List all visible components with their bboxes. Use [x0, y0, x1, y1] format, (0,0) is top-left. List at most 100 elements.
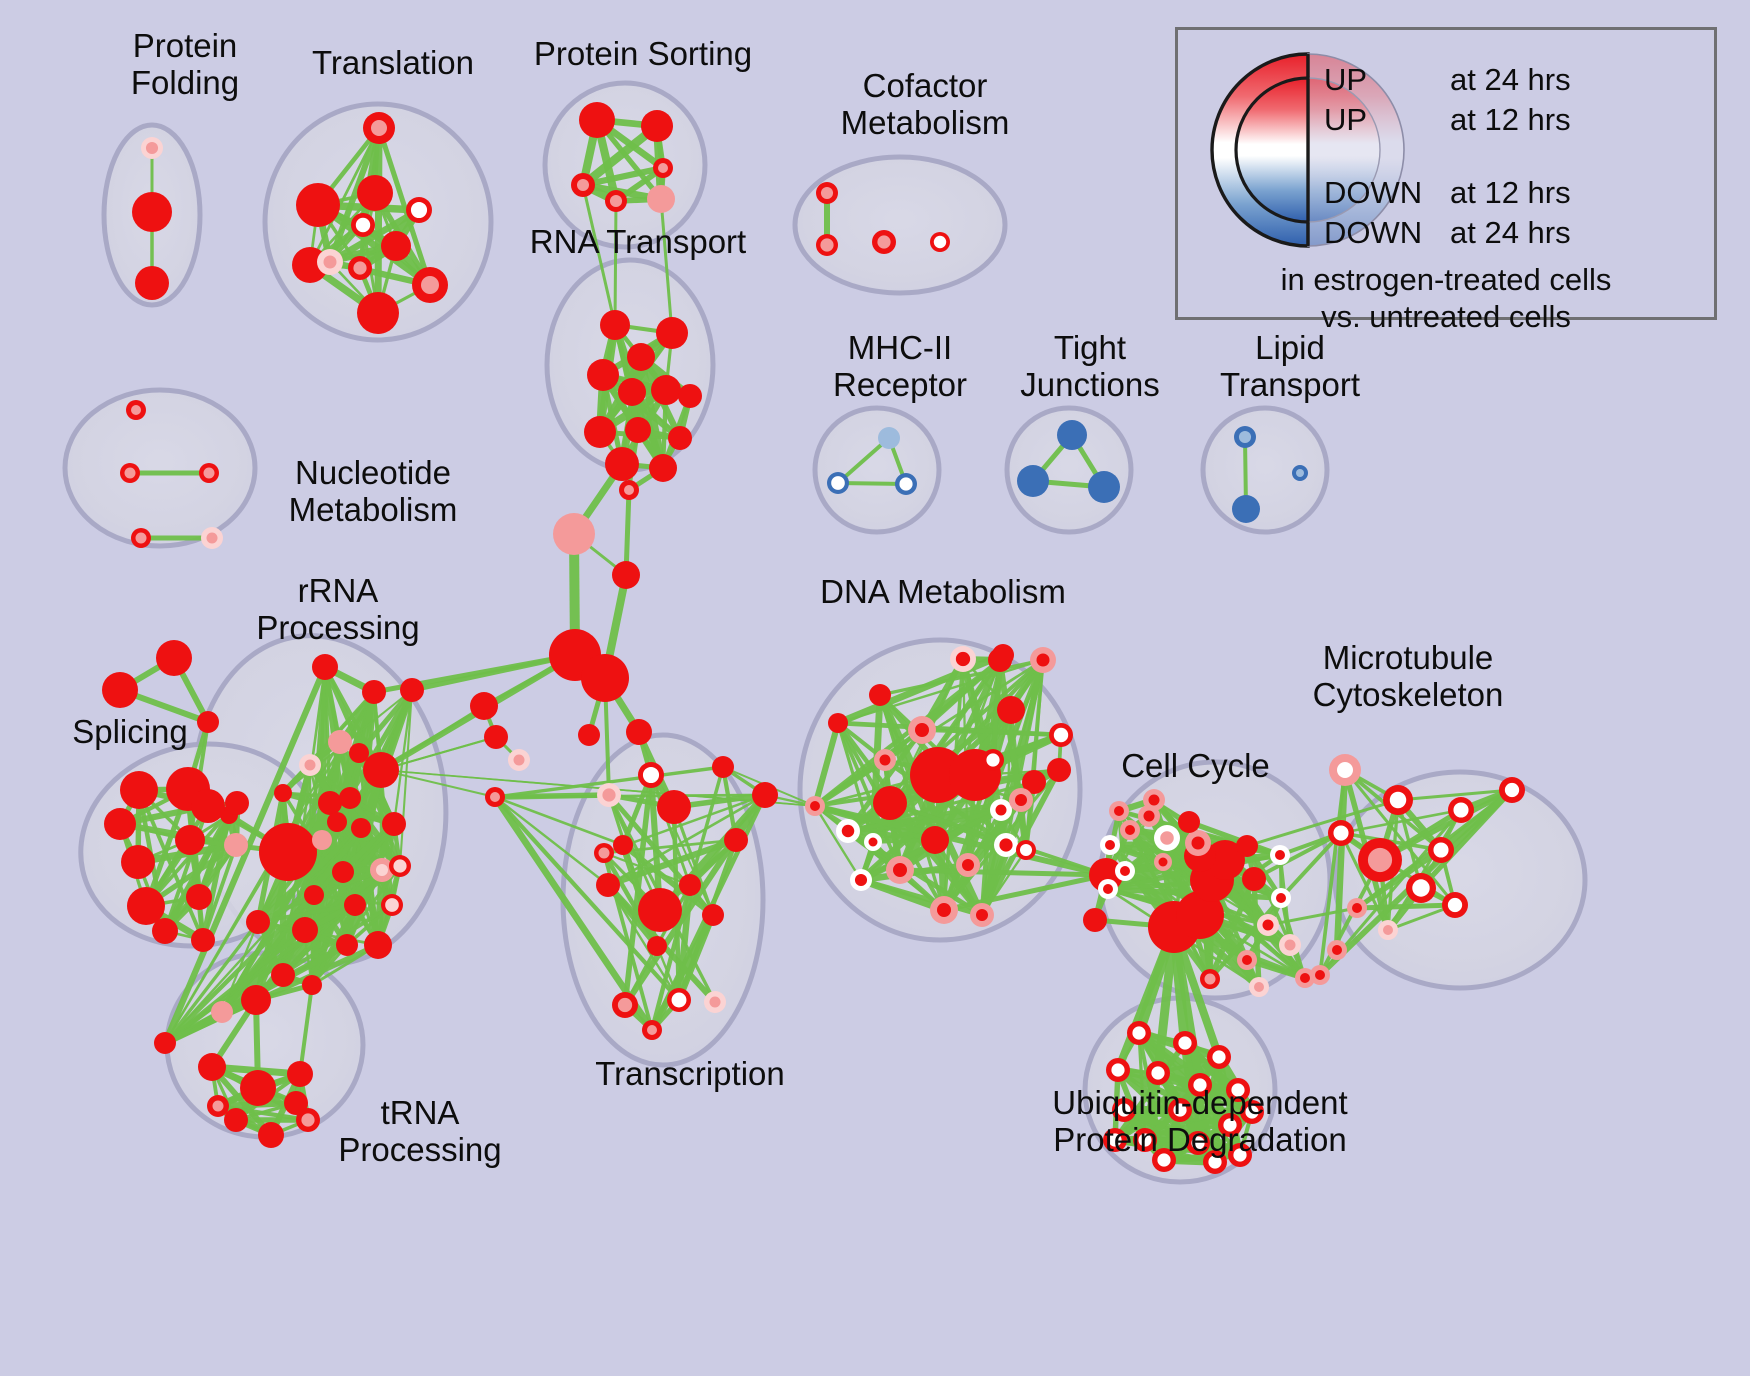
- network-node: [950, 646, 976, 672]
- network-node: [578, 724, 600, 746]
- network-edge: [493, 793, 767, 799]
- network-edge: [1266, 906, 1359, 927]
- network-node: [1310, 965, 1330, 985]
- network-node: [332, 861, 354, 883]
- network-node: [154, 1032, 176, 1054]
- network-node: [1098, 879, 1118, 899]
- network-node: [668, 426, 692, 450]
- network-edge: [493, 795, 610, 887]
- network-node: [296, 183, 340, 227]
- network-node: [1203, 1150, 1227, 1174]
- network-node: [1185, 830, 1211, 856]
- network-edge: [613, 199, 618, 327]
- network-node: [1249, 977, 1269, 997]
- network-edge: [163, 804, 210, 933]
- network-edge: [1354, 902, 1458, 911]
- network-node: [872, 230, 896, 254]
- network-node: [864, 833, 882, 851]
- network-edge: [162, 927, 308, 1046]
- network-node: [1088, 471, 1120, 503]
- network-node: [1383, 785, 1413, 815]
- legend-box: UP at 24 hrs UP at 12 hrs DOWN at 12 hrs…: [1175, 27, 1717, 334]
- network-node: [702, 904, 724, 926]
- network-node: [873, 786, 907, 820]
- network-edge: [878, 658, 1045, 697]
- network-edge: [579, 164, 667, 189]
- network-node: [292, 917, 318, 943]
- network-edge: [648, 911, 717, 1034]
- network-node: [1016, 840, 1036, 860]
- network-node: [649, 454, 677, 482]
- network-node: [135, 266, 169, 300]
- network-node: [131, 528, 151, 548]
- network-node: [199, 463, 219, 483]
- network-node: [197, 711, 219, 733]
- network-node: [339, 787, 361, 809]
- network-node: [102, 672, 138, 708]
- network-edge: [398, 688, 414, 868]
- network-node: [869, 684, 891, 706]
- network-node: [224, 1108, 248, 1132]
- network-edge: [1343, 768, 1457, 907]
- network-edge: [1207, 876, 1257, 982]
- network-node: [1328, 820, 1354, 846]
- network-node: [1188, 1073, 1212, 1097]
- network-edge: [380, 736, 497, 771]
- network-node: [878, 427, 900, 449]
- network-node: [1057, 420, 1087, 450]
- network-edge: [1396, 788, 1514, 802]
- cluster-blob: [1200, 405, 1330, 535]
- network-node: [596, 873, 620, 897]
- network-node: [246, 910, 270, 934]
- network-edge: [1354, 847, 1444, 911]
- network-edge: [1318, 768, 1347, 977]
- network-edge: [1245, 798, 1400, 848]
- network-node: [1049, 723, 1073, 747]
- network-node: [1133, 1128, 1157, 1152]
- network-node: [678, 384, 702, 408]
- network-node: [381, 231, 411, 261]
- network-edge: [379, 704, 486, 772]
- network-node: [956, 853, 980, 877]
- network-node: [304, 885, 324, 905]
- network-node: [327, 812, 347, 832]
- network-node: [1378, 920, 1398, 940]
- network-node: [994, 833, 1018, 857]
- network-node: [485, 787, 505, 807]
- network-edge: [812, 803, 1109, 878]
- network-node: [895, 473, 917, 495]
- network-node: [704, 991, 726, 1013]
- network-node: [638, 762, 664, 788]
- network-node: [328, 730, 352, 754]
- network-edge: [493, 795, 625, 847]
- legend-footer: in estrogen-treated cells vs. untreated …: [1280, 262, 1612, 334]
- legend-term-0: UP: [1324, 62, 1368, 97]
- network-node: [1127, 1021, 1151, 1045]
- network-node: [1173, 1031, 1197, 1055]
- network-edge: [380, 769, 816, 807]
- network-node: [874, 749, 896, 771]
- network-node: [1234, 426, 1256, 448]
- network-node: [619, 480, 639, 500]
- network-node: [1499, 777, 1525, 803]
- network-edge: [163, 998, 258, 1045]
- network-node: [470, 692, 498, 720]
- network-edge: [220, 920, 260, 1014]
- network-node: [363, 752, 399, 788]
- network-node: [312, 654, 338, 680]
- network-node: [1327, 940, 1347, 960]
- legend-time-2: at 12 hrs: [1450, 175, 1571, 210]
- legend-time-3: at 24 hrs: [1450, 215, 1571, 250]
- network-node: [1257, 914, 1279, 936]
- network-node: [1279, 934, 1301, 956]
- network-node: [175, 825, 205, 855]
- network-node: [1154, 825, 1180, 851]
- legend-time-0: at 24 hrs: [1450, 62, 1571, 97]
- network-node: [1232, 495, 1260, 523]
- network-node: [988, 648, 1012, 672]
- network-edge: [1207, 895, 1284, 982]
- network-edge: [1333, 766, 1349, 954]
- network-edge: [647, 771, 664, 914]
- network-node: [508, 749, 530, 771]
- network-edge: [941, 872, 1109, 913]
